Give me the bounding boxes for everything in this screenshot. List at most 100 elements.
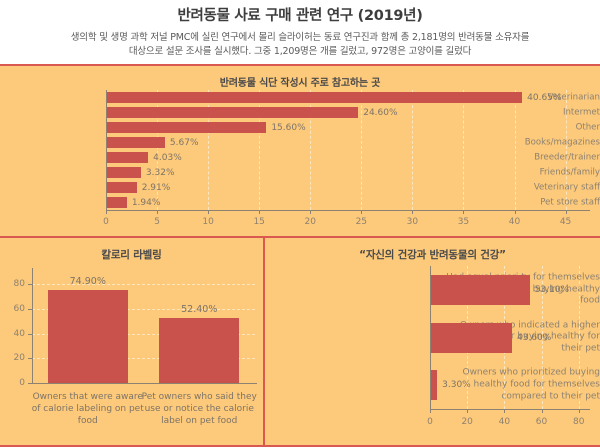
x-tick-mark [467,409,469,414]
gridline [541,266,543,410]
chart-calorie-labeling: 0 20 40 60 80 74.90% Owners that were aware of… [0,260,263,445]
bar [107,122,267,134]
panel-calorie-labeling: 칼로리 라벨링 0 20 40 60 80 74.90% Owners that were … [0,238,265,446]
section-title-health: “자신의 건강과 반려동물의 건강” [359,249,506,262]
y-tick-mark [28,308,32,310]
x-tick-label: 40 [508,217,521,228]
x-tick-mark [504,409,506,414]
bar-value-label: 3.30% [442,380,471,391]
bar-category-label: Pet owners who said they use or notice t… [141,392,257,427]
gridline [463,90,465,211]
bar-value-label: 74.90% [69,276,106,288]
gridline [412,90,414,211]
bar-category-label: Owners who indicated a higher importance… [447,320,600,354]
x-axis-line [106,210,590,212]
x-tick-mark [412,210,414,215]
y-tick-label: 80 [13,279,25,290]
x-tick-label: 0 [103,217,109,228]
bar [431,322,513,353]
bar-value-label: 3.32% [145,167,175,178]
x-tick-mark [208,210,210,215]
bottom-panels: 칼로리 라벨링 0 20 40 60 80 74.90% Owners that were … [0,238,600,448]
bar [107,92,523,104]
x-tick-label: 5 [154,217,160,228]
gridline [259,90,261,211]
bar-value-label: 24.60% [363,107,398,118]
bar-value-label: 52.40% [181,304,218,316]
bar [107,182,137,194]
bar-category-label: Intermet [562,107,600,118]
x-tick-mark [578,409,580,414]
bar [47,290,128,384]
page-subtitle: 생의학 및 생명 과학 저널 PMC에 실린 연구에서 몰리 슬라이허는 동료 … [18,31,582,60]
y-tick-label: 20 [13,353,25,364]
x-tick-label: 25 [355,217,368,228]
chart-sources: 0 5 10 15 20 25 30 35 40 45 Veterinarian 40.65% Inte… [0,88,600,236]
panel-own-vs-pet-health: “자신의 건강과 반려동물의 건강” 020406080Had equal pr… [265,238,600,445]
y-tick-mark [28,383,32,385]
bar-category-label: Veterinary staff [533,182,600,193]
bar [107,197,127,209]
x-tick-label: 20 [304,217,316,228]
gridline [32,333,255,335]
bar-value-label: 53.10% [534,285,570,296]
gridline [32,358,255,360]
bar [107,167,141,179]
x-tick-mark [565,210,567,215]
x-tick-mark [430,409,431,414]
bar-value-label: 15.60% [271,122,306,133]
gridline [32,308,255,310]
x-tick-label: 15 [253,217,265,228]
panel-sources-chart: 반려동물 식단 작성시 주로 참고하는 곳 0 5 10 15 20 25 30 35 40 45… [0,64,600,239]
bar-category-label: Books/magazines [524,137,600,148]
x-tick-mark [259,210,261,215]
bar-category-label: Owners that were aware of calorie labeli… [31,392,144,427]
x-tick-mark [361,210,363,215]
x-tick-label: 45 [559,217,572,228]
x-tick-label: 35 [457,217,470,228]
y-tick-mark [28,358,32,360]
y-tick-label: 0 [19,378,25,389]
page-subtitle-line-1: 생의학 및 생명 과학 저널 PMC에 실린 연구에서 몰리 슬라이허는 동료 … [70,31,530,43]
x-axis-line [32,383,257,385]
bar-category-label: Breeder/trainer [534,152,600,163]
chart-own-vs-pet-health: 020406080Had equal priori ty for themsel… [265,260,600,445]
bar-value-label: 43.60% [517,332,552,343]
y-tick-mark [28,284,32,286]
bar-value-label: 5.67% [169,137,199,148]
page-title: 반려동물 사료 구매 관련 연구 (2019년) [177,8,423,24]
bar-category-label: Pet store staff [540,197,600,208]
x-tick-label: 60 [535,417,548,428]
gridline [157,90,159,211]
x-tick-label: 0 [427,417,433,428]
bar-category-label: Other [575,122,600,133]
bar [431,370,438,401]
x-axis-line [430,409,590,411]
gridline [578,266,580,410]
y-tick-label: 60 [13,303,25,314]
x-tick-label: 30 [406,217,419,228]
x-tick-label: 20 [461,417,473,428]
bar [159,318,240,384]
x-tick-mark [463,210,465,215]
bar [431,275,530,306]
y-axis-line [32,268,33,384]
chart-title-sources: 반려동물 식단 작성시 주로 참고하는 곳 [219,78,381,90]
gridline [32,284,255,286]
y-tick-mark [28,333,32,335]
gridline [208,90,210,211]
x-tick-mark [514,210,516,215]
bar-value-label: 2.91% [141,182,171,193]
bar-value-label: 4.03% [153,152,182,163]
bar-value-label: 40.65% [527,92,562,103]
x-tick-mark [310,210,312,215]
infographic-header: 반려동물 사료 구매 관련 연구 (2019년) 생의학 및 생명 과학 저널 … [0,0,600,65]
x-tick-label: 10 [202,217,214,228]
bar-category-label: Owners who prioritized buying healthy fo… [462,367,600,402]
gridline [514,90,516,211]
x-tick-label: 40 [498,417,511,428]
bar-value-label: 1.94% [131,197,161,208]
x-tick-label: 80 [572,417,585,428]
x-tick-mark [541,409,543,414]
bar [107,152,149,164]
